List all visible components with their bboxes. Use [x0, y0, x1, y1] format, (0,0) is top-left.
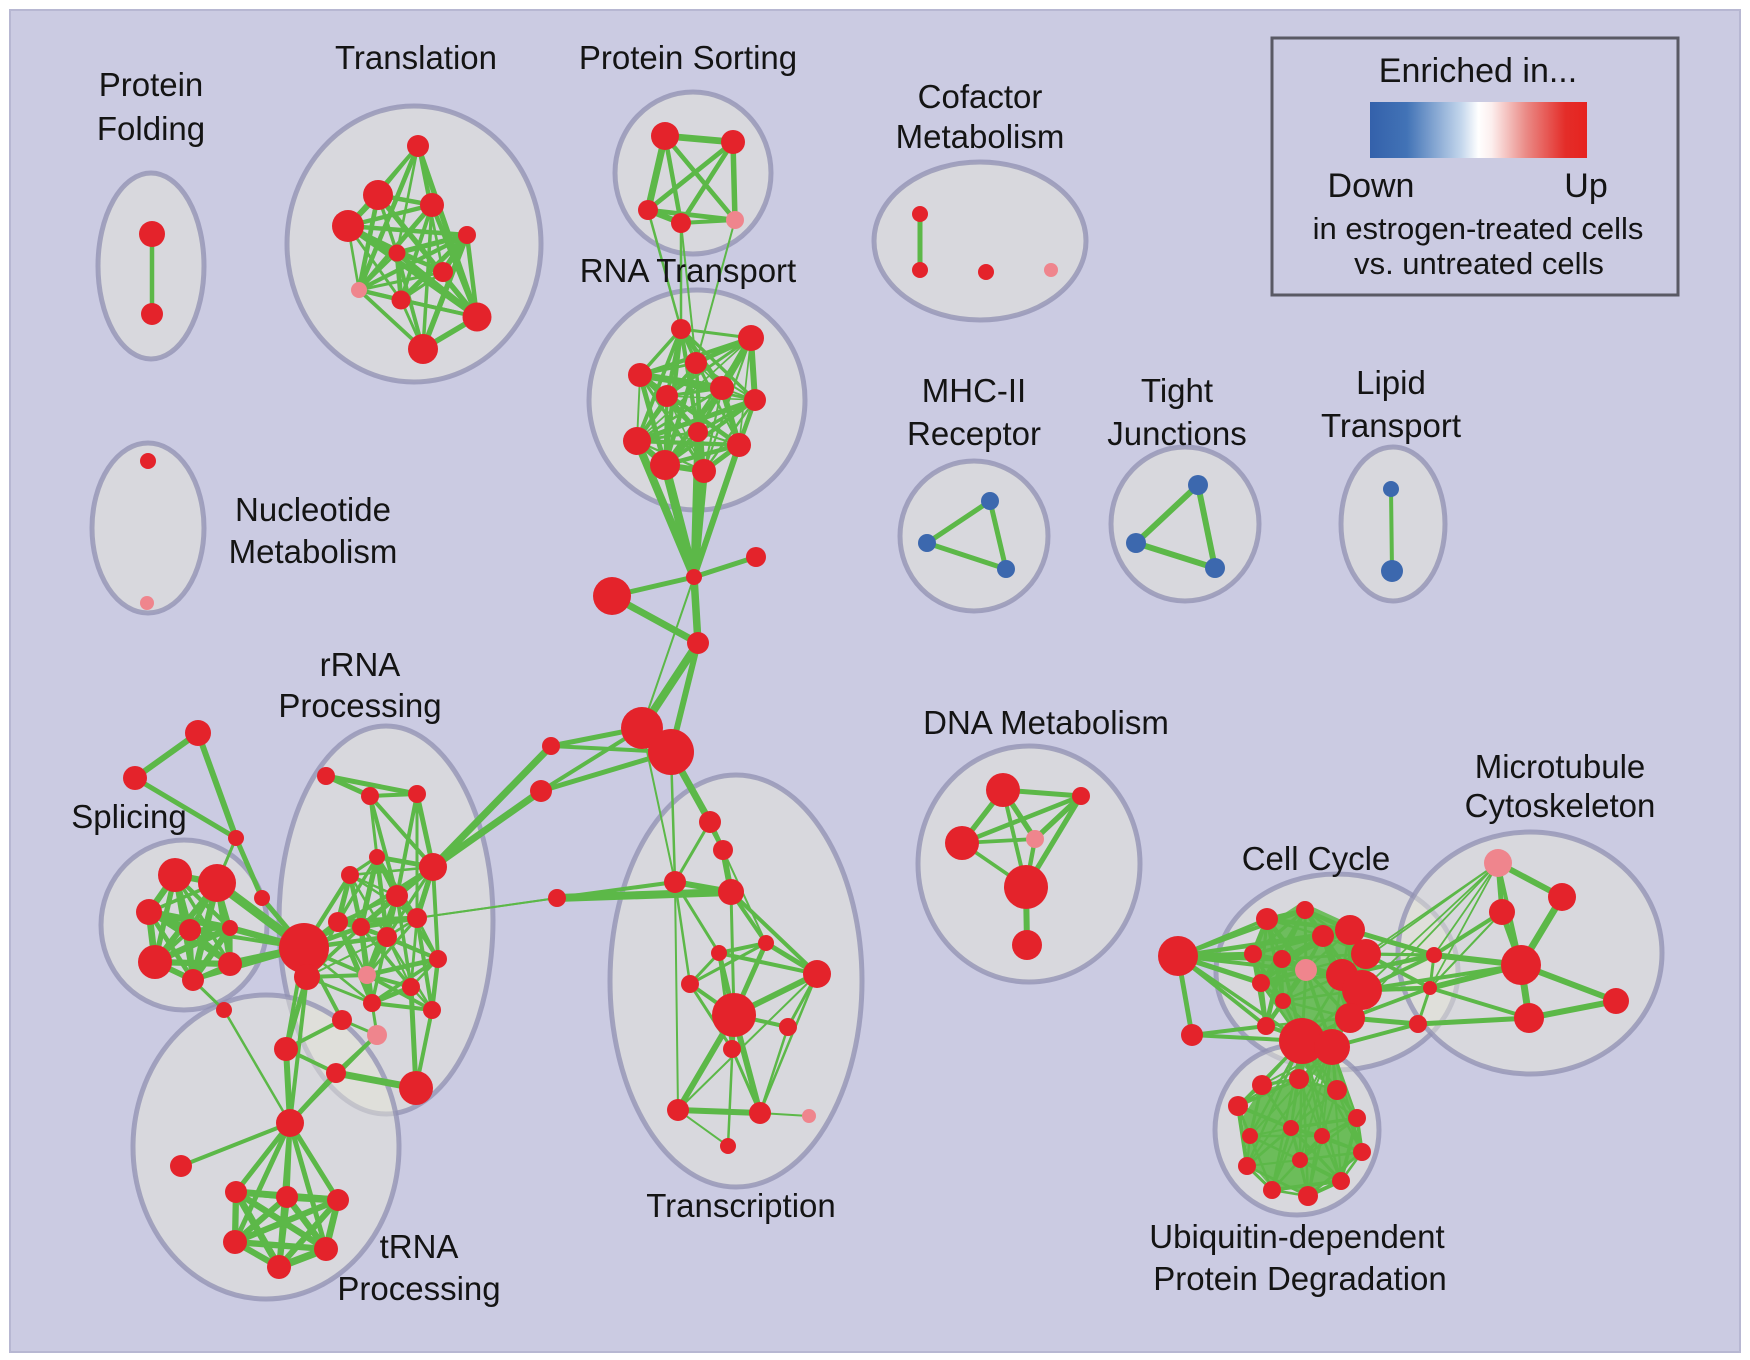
- svg-text:RNA Transport: RNA Transport: [580, 252, 796, 289]
- svg-text:Cytoskeleton: Cytoskeleton: [1465, 787, 1656, 824]
- svg-text:Enriched in...: Enriched in...: [1379, 52, 1577, 90]
- svg-text:Protein: Protein: [99, 66, 204, 103]
- svg-text:DNA Metabolism: DNA Metabolism: [923, 704, 1169, 741]
- svg-text:Processing: Processing: [337, 1270, 500, 1307]
- svg-text:Transport: Transport: [1321, 407, 1461, 444]
- svg-text:rRNA: rRNA: [320, 646, 401, 683]
- svg-text:Tight: Tight: [1141, 372, 1213, 409]
- svg-text:Nucleotide: Nucleotide: [235, 491, 391, 528]
- svg-text:Junctions: Junctions: [1107, 415, 1246, 452]
- svg-text:Cofactor: Cofactor: [918, 78, 1043, 115]
- svg-text:Up: Up: [1564, 167, 1607, 205]
- svg-text:Receptor: Receptor: [907, 415, 1041, 452]
- svg-text:Protein Degradation: Protein Degradation: [1153, 1260, 1447, 1297]
- svg-text:Splicing: Splicing: [71, 798, 187, 835]
- svg-text:Metabolism: Metabolism: [896, 118, 1065, 155]
- svg-text:Down: Down: [1328, 167, 1415, 205]
- svg-text:Folding: Folding: [97, 110, 205, 147]
- svg-text:tRNA: tRNA: [380, 1228, 459, 1265]
- svg-text:Translation: Translation: [335, 39, 497, 76]
- svg-text:Cell Cycle: Cell Cycle: [1242, 840, 1391, 877]
- svg-text:Ubiquitin-dependent: Ubiquitin-dependent: [1149, 1218, 1444, 1255]
- svg-text:Lipid: Lipid: [1356, 364, 1426, 401]
- svg-text:Microtubule: Microtubule: [1475, 748, 1646, 785]
- svg-text:vs. untreated cells: vs. untreated cells: [1354, 246, 1604, 281]
- svg-text:Protein Sorting: Protein Sorting: [579, 39, 797, 76]
- svg-text:Processing: Processing: [278, 687, 441, 724]
- svg-text:MHC-II: MHC-II: [922, 372, 1026, 409]
- svg-text:Metabolism: Metabolism: [229, 533, 398, 570]
- svg-text:Transcription: Transcription: [646, 1187, 836, 1224]
- svg-text:in estrogen-treated cells: in estrogen-treated cells: [1313, 211, 1644, 246]
